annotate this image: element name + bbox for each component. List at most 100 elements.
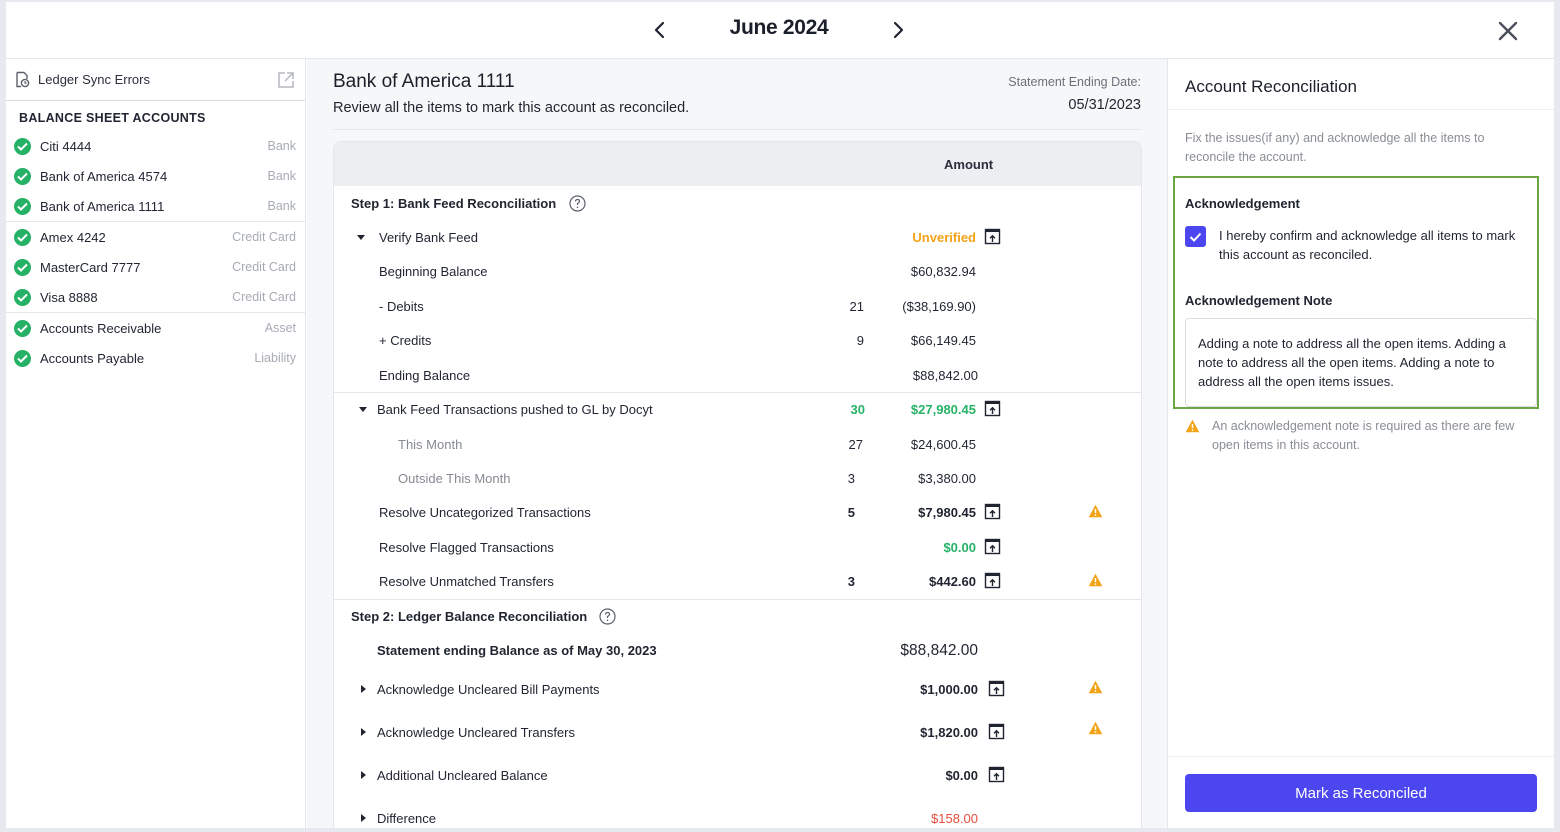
debits-row: - Debits 21 ($38,169.90) bbox=[334, 289, 1141, 323]
additional-uncleared-row: Additional Uncleared Balance $0.00 bbox=[334, 758, 1141, 792]
panel-divider bbox=[1168, 109, 1554, 110]
credit-card-accounts-group: Amex 4242 Credit Card MasterCard 7777 Cr… bbox=[6, 222, 305, 313]
debits-label: - Debits bbox=[379, 299, 424, 314]
uncategorized-label: Resolve Uncategorized Transactions bbox=[379, 505, 591, 520]
open-detail-icon[interactable] bbox=[984, 400, 1001, 417]
other-accounts-group: Accounts Receivable Asset Accounts Payab… bbox=[6, 313, 305, 373]
difference-value: $158.00 bbox=[931, 811, 978, 826]
sidebar-item-amex-4242[interactable]: Amex 4242 Credit Card bbox=[6, 222, 305, 252]
uncleared-bills-row: Acknowledge Uncleared Bill Payments $1,0… bbox=[334, 672, 1141, 706]
debits-value: ($38,169.90) bbox=[902, 299, 976, 314]
sidebar-item-visa-8888[interactable]: Visa 8888 Credit Card bbox=[6, 282, 305, 312]
next-month-button[interactable] bbox=[885, 16, 911, 44]
open-detail-icon[interactable] bbox=[988, 766, 1005, 783]
uncleared-bills-value: $1,000.00 bbox=[920, 682, 978, 697]
this-month-label: This Month bbox=[398, 437, 463, 452]
outside-month-row: Outside This Month 3 $3,380.00 bbox=[334, 461, 1141, 495]
checkmark-icon bbox=[1189, 232, 1202, 242]
sidebar-item-accounts-payable[interactable]: Accounts Payable Liability bbox=[6, 343, 305, 373]
help-icon[interactable] bbox=[599, 608, 616, 625]
check-circle-icon bbox=[14, 167, 31, 185]
statement-balance-row: Statement ending Balance as of May 30, 2… bbox=[334, 633, 1141, 667]
close-button[interactable] bbox=[1494, 17, 1522, 45]
collapse-caret[interactable] bbox=[357, 230, 367, 244]
account-name: Bank of America 4574 bbox=[40, 168, 168, 184]
open-detail-icon[interactable] bbox=[984, 228, 1001, 245]
account-name: Bank of America 1111 bbox=[40, 198, 165, 214]
outside-month-count: 3 bbox=[847, 471, 855, 486]
uncleared-transfers-label: Acknowledge Uncleared Transfers bbox=[377, 725, 575, 740]
sidebar-item-mastercard-7777[interactable]: MasterCard 7777 Credit Card bbox=[6, 252, 305, 282]
reconciliation-table: Amount Step 1: Bank Feed Reconciliation … bbox=[333, 141, 1142, 828]
pushed-transactions-label: Bank Feed Transactions pushed to GL by D… bbox=[377, 402, 653, 417]
expand-caret[interactable] bbox=[361, 768, 371, 782]
acknowledge-text: I hereby confirm and acknowledge all ite… bbox=[1219, 228, 1516, 262]
step2-title: Step 2: Ledger Balance Reconciliation bbox=[351, 609, 588, 624]
uncategorized-count: 5 bbox=[847, 505, 855, 520]
flagged-value: $0.00 bbox=[943, 540, 976, 555]
acknowledgement-title: Acknowledgement bbox=[1185, 196, 1300, 211]
ledger-sync-errors-link[interactable]: Ledger Sync Errors bbox=[6, 59, 305, 101]
expand-caret[interactable] bbox=[361, 811, 371, 825]
check-circle-icon bbox=[14, 228, 31, 246]
month-title: June 2024 bbox=[729, 16, 829, 39]
caret-down-icon bbox=[359, 406, 367, 412]
open-detail-icon[interactable] bbox=[988, 723, 1005, 740]
unmatched-label: Resolve Unmatched Transfers bbox=[379, 574, 554, 589]
ledger-sync-errors-label: Ledger Sync Errors bbox=[38, 72, 150, 87]
debits-count: 21 bbox=[849, 299, 864, 314]
open-detail-icon[interactable] bbox=[984, 572, 1001, 589]
this-month-count: 27 bbox=[848, 437, 863, 452]
help-icon[interactable] bbox=[569, 195, 586, 212]
credits-row: + Credits 9 $66,149.45 bbox=[334, 323, 1141, 357]
account-name: Accounts Receivable bbox=[40, 320, 162, 336]
pushed-count: 30 bbox=[850, 402, 865, 417]
accounts-sidebar: Ledger Sync Errors BALANCE SHEET ACCOUNT… bbox=[6, 59, 306, 828]
pushed-value: $27,980.45 bbox=[910, 402, 976, 417]
statement-date: 05/31/2023 bbox=[1068, 97, 1141, 113]
check-circle-icon bbox=[14, 258, 31, 276]
open-detail-icon[interactable] bbox=[984, 503, 1001, 520]
sidebar-item-bofa-1111[interactable]: Bank of America 1111 Bank bbox=[6, 191, 305, 221]
beginning-balance-label: Beginning Balance bbox=[379, 264, 488, 279]
unmatched-row: Resolve Unmatched Transfers 3 $442.60 bbox=[334, 564, 1141, 598]
expand-caret[interactable] bbox=[361, 682, 371, 696]
panel-description: Fix the issues(if any) and acknowledge a… bbox=[1185, 131, 1485, 164]
beginning-balance-row: Beginning Balance $60,832.94 bbox=[334, 254, 1141, 288]
difference-label: Difference bbox=[377, 811, 437, 826]
panel-title: Account Reconciliation bbox=[1185, 77, 1357, 96]
account-type: Liability bbox=[254, 351, 296, 365]
step1-title: Step 1: Bank Feed Reconciliation bbox=[351, 196, 557, 211]
caret-down-icon bbox=[357, 234, 365, 240]
account-type: Credit Card bbox=[232, 230, 296, 244]
collapse-caret[interactable] bbox=[359, 402, 369, 416]
uncleared-transfers-row: Acknowledge Uncleared Transfers $1,820.0… bbox=[334, 715, 1141, 749]
verify-bank-feed-row: Verify Bank Feed Unverified bbox=[334, 220, 1141, 254]
sidebar-item-citi-4444[interactable]: Citi 4444 Bank bbox=[6, 131, 305, 161]
outside-month-label: Outside This Month bbox=[398, 471, 511, 486]
account-name: MasterCard 7777 bbox=[40, 259, 141, 275]
uncategorized-value: $7,980.45 bbox=[918, 505, 976, 520]
amount-column-header: Amount bbox=[944, 157, 994, 172]
prev-month-button[interactable] bbox=[647, 16, 673, 44]
sidebar-item-bofa-4574[interactable]: Bank of America 4574 Bank bbox=[6, 161, 305, 191]
caret-right-icon bbox=[361, 771, 366, 779]
open-detail-icon[interactable] bbox=[988, 680, 1005, 697]
expand-caret[interactable] bbox=[361, 725, 371, 739]
external-link-icon[interactable] bbox=[277, 71, 295, 89]
acknowledgement-note-field[interactable]: Adding a note to address all the open it… bbox=[1185, 318, 1537, 407]
flagged-label: Resolve Flagged Transactions bbox=[379, 540, 554, 555]
mark-as-reconciled-button[interactable]: Mark as Reconciled bbox=[1185, 774, 1537, 812]
reconciliation-modal: June 2024 Ledger Sync Errors BALANCE SHE… bbox=[6, 2, 1554, 828]
acknowledge-checkbox[interactable] bbox=[1185, 226, 1206, 247]
account-name: Visa 8888 bbox=[40, 289, 98, 305]
warning-icon bbox=[1088, 504, 1103, 518]
step2-row: Step 2: Ledger Balance Reconciliation bbox=[334, 599, 1141, 633]
statement-date-label: Statement Ending Date: bbox=[1008, 75, 1141, 89]
open-detail-icon[interactable] bbox=[984, 538, 1001, 555]
bank-accounts-group: Citi 4444 Bank Bank of America 4574 Bank… bbox=[6, 131, 305, 222]
sidebar-item-accounts-receivable[interactable]: Accounts Receivable Asset bbox=[6, 313, 305, 343]
credits-label: + Credits bbox=[379, 333, 432, 348]
check-circle-icon bbox=[14, 319, 31, 337]
warning-icon bbox=[1185, 419, 1200, 433]
